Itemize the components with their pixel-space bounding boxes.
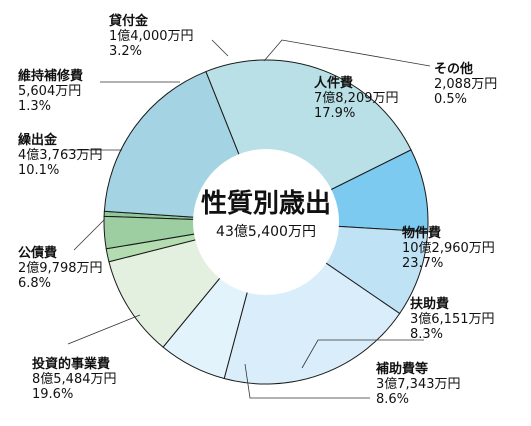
- label-9-name: 貸付金: [109, 13, 149, 29]
- label-1: 人件費 7億8,209万円 17.9%: [314, 75, 399, 121]
- label-2: 物件費 10億2,960万円 23.7%: [402, 225, 495, 271]
- label-8: 維持補修費 5,604万円 1.3%: [18, 68, 83, 114]
- label-3: 扶助費 3億6,151万円 8.3%: [410, 296, 495, 342]
- label-4-percent-label: 8.6%: [376, 392, 409, 407]
- label-0-amount: 2,088万円: [434, 77, 497, 92]
- label-0: その他 2,088万円 0.5%: [434, 61, 497, 107]
- label-5-name: 投資的事業費: [32, 356, 110, 372]
- leader-line-4: [244, 363, 370, 399]
- label-8-percent-label: 1.3%: [18, 99, 51, 114]
- label-0-name: その他: [434, 61, 473, 77]
- label-4-amount: 3億7,343万円: [376, 376, 461, 392]
- leader-line-0: [263, 39, 431, 67]
- leader-line-5: [67, 314, 141, 345]
- label-3-percent-label: 8.3%: [410, 327, 443, 342]
- leader-line-6: [73, 219, 105, 251]
- label-2-amount: 10億2,960万円: [402, 240, 495, 256]
- label-6-name: 公債費: [18, 245, 57, 261]
- labels-group: その他 2,088万円 0.5% 人件費 7億8,209万円 17.9% 物件費 10億2,9…: [18, 13, 497, 407]
- label-7-amount: 4億3,763万円: [18, 147, 103, 163]
- leader-line-9: [211, 39, 229, 57]
- label-9-percent-label: 3.2%: [109, 44, 142, 59]
- label-9-amount: 1億4,000万円: [109, 28, 194, 44]
- label-3-amount: 3億6,151万円: [410, 311, 495, 327]
- label-0-percent-label: 0.5%: [434, 92, 467, 107]
- chart-title: 性質別歳出: [201, 189, 331, 219]
- leader-line-3: [301, 339, 424, 369]
- label-8-amount: 5,604万円: [18, 84, 81, 99]
- label-7: 繰出金 4億3,763万円 10.1%: [18, 132, 103, 178]
- label-5: 投資的事業費 8億5,484万円 19.6%: [32, 356, 117, 402]
- chart-total: 43億5,400万円: [216, 224, 316, 240]
- label-4-name: 補助費等: [375, 361, 428, 377]
- label-1-name: 人件費: [314, 75, 353, 91]
- label-4: 補助費等 3億7,343万円 8.6%: [375, 361, 461, 407]
- label-8-name: 維持補修費: [18, 68, 83, 84]
- donut-hole: [193, 149, 339, 295]
- label-6-percent-label: 6.8%: [18, 276, 51, 291]
- label-6: 公債費 2億9,798万円 6.8%: [18, 245, 103, 291]
- leader-lines-group: [64, 39, 431, 399]
- label-5-percent-label: 19.6%: [32, 387, 73, 402]
- label-7-percent-label: 10.1%: [18, 163, 59, 178]
- label-1-amount: 7億8,209万円: [314, 90, 399, 106]
- label-2-name: 物件費: [402, 225, 441, 241]
- label-2-percent-label: 23.7%: [402, 256, 443, 271]
- label-7-name: 繰出金: [18, 132, 58, 148]
- label-6-amount: 2億9,798万円: [18, 260, 103, 276]
- label-5-amount: 8億5,484万円: [32, 371, 117, 387]
- label-9: 貸付金 1億4,000万円 3.2%: [109, 13, 194, 59]
- label-3-name: 扶助費: [410, 296, 449, 312]
- label-1-percent-label: 17.9%: [314, 106, 355, 121]
